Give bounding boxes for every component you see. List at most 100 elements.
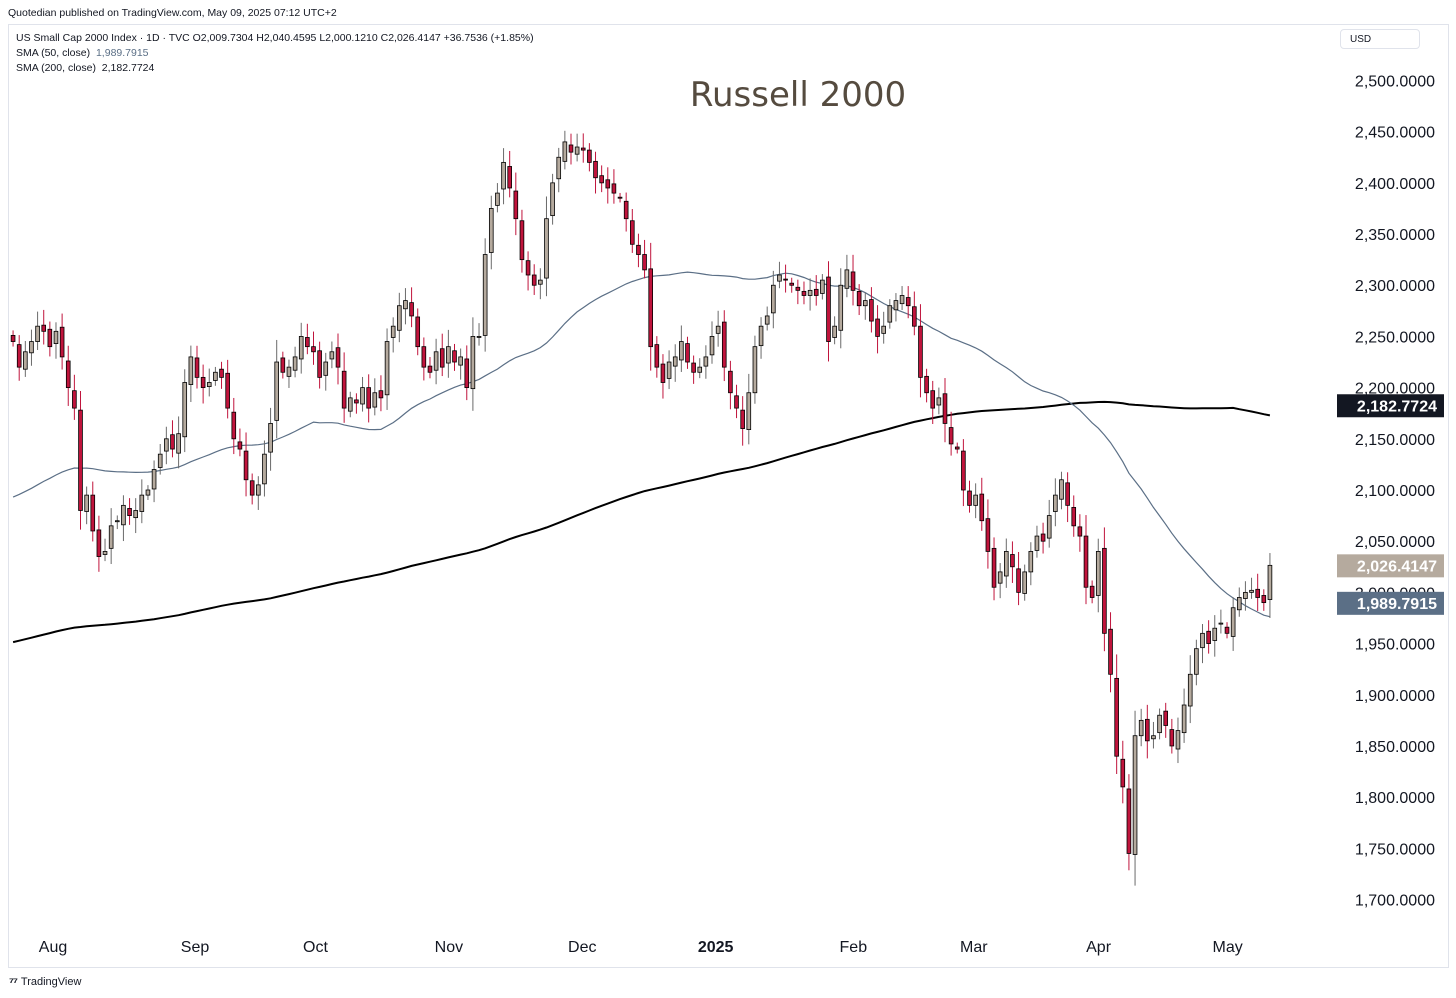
candle [924, 368, 929, 403]
x-tick-label: Dec [568, 939, 596, 956]
candle-body [672, 356, 678, 367]
candle-body [777, 274, 782, 282]
candle-body [832, 325, 837, 338]
candle [838, 268, 844, 349]
candle [973, 483, 978, 519]
candle-body [660, 363, 666, 383]
candle [133, 498, 138, 534]
candle-body [286, 366, 292, 377]
candle-body [495, 192, 500, 206]
candle-body [709, 336, 715, 356]
candle-body [513, 190, 519, 220]
candle [458, 348, 463, 380]
candle-body [360, 387, 365, 405]
candle-body [580, 147, 586, 151]
y-tick-label: 2,050.0000 [1355, 534, 1435, 551]
candle-body [1243, 591, 1248, 599]
sma200-legend: SMA (200, close) 2,182.7724 [16, 61, 534, 76]
candle [170, 420, 175, 458]
candle-body [771, 284, 776, 314]
x-tick-label: Mar [960, 939, 988, 956]
candle-body [243, 450, 249, 481]
candle [899, 286, 905, 311]
candle-body [1163, 710, 1169, 726]
candle [488, 195, 494, 270]
sma50-line-group [12, 271, 1271, 618]
candle [1003, 538, 1009, 588]
price-badge-bg [1337, 554, 1444, 578]
candle [1200, 624, 1205, 664]
candle [323, 352, 329, 391]
candle [942, 378, 948, 443]
candle-body [341, 370, 347, 409]
candle [237, 428, 243, 457]
candle [1016, 551, 1021, 606]
sma200-line [12, 400, 1271, 644]
candle [1181, 688, 1187, 743]
candle [501, 148, 506, 205]
candle [912, 291, 917, 336]
candle [127, 498, 132, 525]
candle [47, 321, 53, 357]
candle [29, 329, 34, 366]
x-tick-label: Nov [435, 939, 463, 956]
time-axis: Aug Sep Oct Nov Dec 2025 Feb Mar Apr May [39, 939, 1243, 956]
x-tick-label: May [1213, 939, 1243, 956]
candle [654, 336, 660, 378]
candle-body [1077, 526, 1083, 537]
candle-body [1194, 648, 1199, 675]
candle-body [630, 220, 635, 245]
candle-body [905, 297, 911, 307]
y-tick-label: 1,950.0000 [1355, 637, 1435, 654]
candle-body [35, 325, 40, 342]
candle-body [96, 529, 102, 557]
candle [556, 147, 562, 193]
currency-selector[interactable]: USD [1340, 29, 1420, 49]
candle-body [397, 305, 402, 331]
candle-body [697, 366, 703, 373]
candle [936, 387, 942, 415]
candle-body [1132, 735, 1138, 855]
candle [1212, 615, 1218, 657]
candle [1083, 515, 1089, 605]
candle [697, 358, 703, 379]
candle [16, 335, 22, 381]
candle [206, 368, 212, 397]
candle-body [1236, 597, 1242, 611]
candle [121, 495, 126, 542]
candle [78, 390, 83, 530]
candle-body [194, 357, 200, 378]
candle [795, 279, 801, 305]
candle-body [764, 315, 770, 325]
candle-body [636, 244, 641, 255]
candle [1261, 589, 1267, 611]
candle-body [274, 361, 280, 421]
tradingview-footer[interactable]: ⁷⁷ TradingView [9, 975, 81, 989]
candle [997, 563, 1003, 599]
candle [1102, 527, 1107, 652]
y-tick-label: 1,900.0000 [1355, 688, 1435, 705]
candle-body [1249, 589, 1254, 593]
candle-body [84, 494, 89, 512]
candle [108, 508, 114, 565]
candle-body [679, 341, 684, 361]
candle-body [961, 450, 966, 491]
candle-body [121, 504, 126, 526]
candle-body [985, 518, 991, 552]
candle-body [311, 346, 316, 353]
x-tick-label: Sep [181, 939, 210, 956]
candle [256, 476, 261, 510]
candle-body [415, 316, 421, 348]
price-badge: 1,989.7915 [1337, 591, 1444, 615]
candle [390, 317, 396, 353]
candle-body [605, 179, 611, 189]
candle [225, 359, 230, 419]
candle [274, 339, 280, 439]
candle-body [1126, 788, 1132, 854]
candle-body [323, 361, 329, 376]
candle [580, 133, 586, 163]
candle [262, 440, 267, 497]
candle-body [807, 289, 813, 296]
candle [1071, 495, 1077, 537]
